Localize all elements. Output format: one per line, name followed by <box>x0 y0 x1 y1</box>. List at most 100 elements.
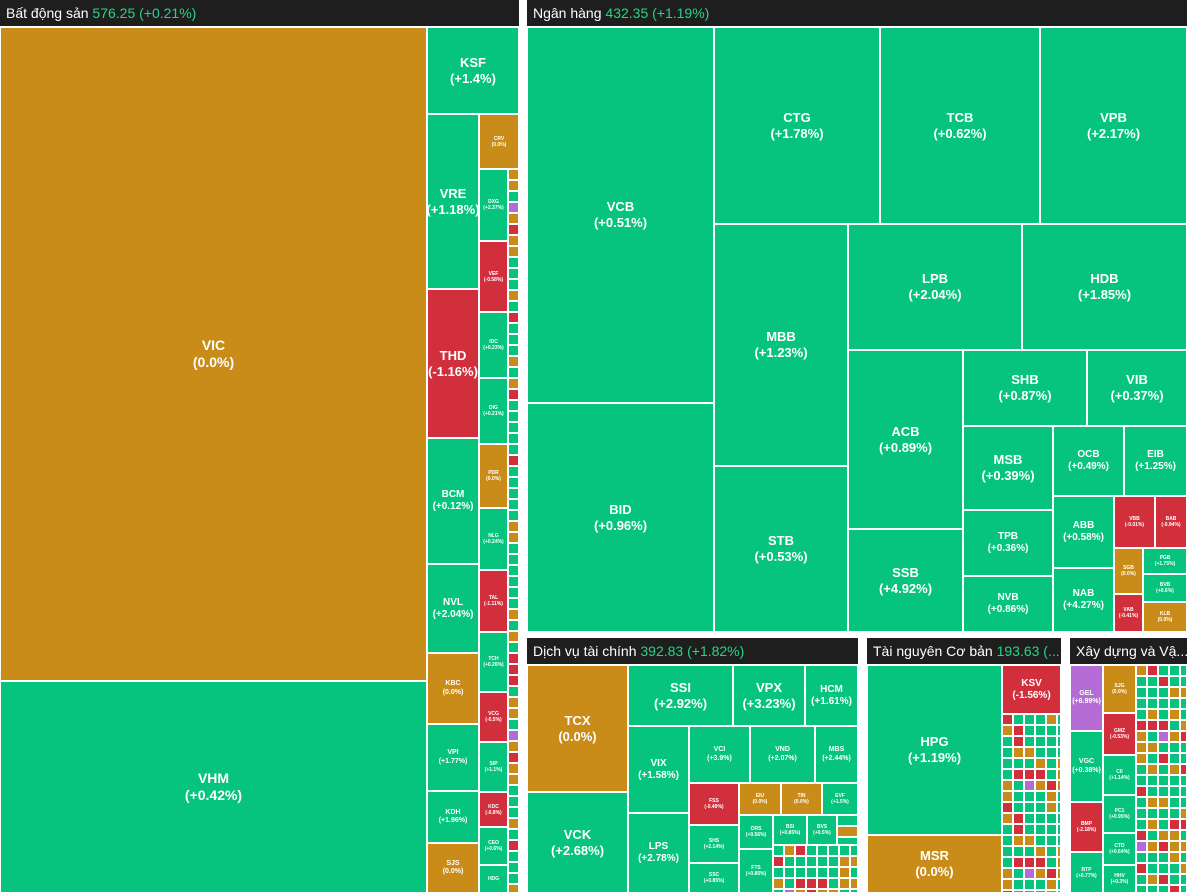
mini-stock-tile[interactable] <box>817 856 828 867</box>
mini-stock-tile[interactable] <box>773 856 784 867</box>
stock-tile-evf[interactable]: EVF (+1.5%) <box>822 783 858 815</box>
mini-stock-tile[interactable] <box>1035 835 1046 846</box>
stock-tile-vab[interactable]: VAB (-0.41%) <box>1114 594 1143 632</box>
mini-stock-tile[interactable] <box>1158 709 1169 720</box>
stock-tile-bmp[interactable]: BMP (-2.18%) <box>1070 802 1103 852</box>
mini-stock-tile[interactable] <box>1158 742 1169 753</box>
mini-stock-tile[interactable] <box>1158 786 1169 797</box>
mini-stock-tile[interactable] <box>1158 819 1169 830</box>
mini-stock-tile[interactable] <box>1147 698 1158 709</box>
mini-stock-tile[interactable] <box>1169 731 1180 742</box>
stock-tile-nvl[interactable]: NVL (+2.04%) <box>427 564 479 653</box>
stock-tile-idc[interactable]: IDC (+0.23%) <box>479 312 508 378</box>
sector-header[interactable]: Tài nguyên Cơ bản 193.63 (... <box>867 638 1061 664</box>
mini-stock-tile[interactable] <box>1013 725 1024 736</box>
mini-stock-tile[interactable] <box>1180 819 1187 830</box>
mini-stock-tile[interactable] <box>1002 802 1013 813</box>
mini-stock-tile[interactable] <box>1180 786 1187 797</box>
mini-stock-tile[interactable] <box>508 257 519 268</box>
mini-stock-tile[interactable] <box>1158 841 1169 852</box>
stock-tile-vre[interactable]: VRE (+1.18%) <box>427 114 479 289</box>
mini-stock-tile[interactable] <box>1035 769 1046 780</box>
mini-stock-tile[interactable] <box>1180 808 1187 819</box>
stock-tile-fss[interactable]: FSS (-0.49%) <box>689 783 739 825</box>
mini-stock-tile[interactable] <box>1147 742 1158 753</box>
mini-stock-tile[interactable] <box>1180 742 1187 753</box>
mini-stock-tile[interactable] <box>1158 808 1169 819</box>
mini-stock-tile[interactable] <box>1169 698 1180 709</box>
stock-tile-ctg[interactable]: CTG (+1.78%) <box>714 27 880 224</box>
mini-stock-tile[interactable] <box>839 889 850 893</box>
mini-stock-tile[interactable] <box>795 889 806 893</box>
mini-stock-tile[interactable] <box>1046 747 1057 758</box>
mini-stock-tile[interactable] <box>1136 775 1147 786</box>
mini-stock-tile[interactable] <box>1024 868 1035 879</box>
mini-stock-tile[interactable] <box>795 845 806 856</box>
mini-stock-tile[interactable] <box>508 224 519 235</box>
mini-stock-tile[interactable] <box>1136 874 1147 885</box>
mini-stock-tile[interactable] <box>1002 857 1013 868</box>
mini-stock-tile[interactable] <box>1057 758 1061 769</box>
mini-stock-tile[interactable] <box>1057 736 1061 747</box>
mini-stock-tile[interactable] <box>1169 665 1180 676</box>
mini-stock-tile[interactable] <box>508 356 519 367</box>
stock-tile-hdb[interactable]: HDB (+1.85%) <box>1022 224 1187 350</box>
mini-stock-tile[interactable] <box>1136 764 1147 775</box>
mini-stock-tile[interactable] <box>1169 764 1180 775</box>
mini-stock-tile[interactable] <box>784 856 795 867</box>
mini-stock-tile[interactable] <box>508 499 519 510</box>
mini-stock-tile[interactable] <box>1147 808 1158 819</box>
stock-tile-vic[interactable]: VIC (0.0%) <box>0 27 427 681</box>
mini-stock-tile[interactable] <box>850 845 858 856</box>
stock-tile-lps[interactable]: LPS (+2.78%) <box>628 813 689 893</box>
mini-stock-tile[interactable] <box>1147 731 1158 742</box>
mini-stock-tile[interactable] <box>508 840 519 851</box>
mini-stock-tile[interactable] <box>850 856 858 867</box>
mini-stock-tile[interactable] <box>1180 830 1187 841</box>
mini-stock-tile[interactable] <box>784 889 795 893</box>
mini-stock-tile[interactable] <box>508 730 519 741</box>
mini-stock-tile[interactable] <box>1024 857 1035 868</box>
mini-stock-tile[interactable] <box>817 878 828 889</box>
mini-stock-tile[interactable] <box>1046 857 1057 868</box>
mini-stock-tile[interactable] <box>508 268 519 279</box>
mini-stock-tile[interactable] <box>1013 802 1024 813</box>
mini-stock-tile[interactable] <box>1180 852 1187 863</box>
mini-stock-tile[interactable] <box>1158 852 1169 863</box>
mini-stock-tile[interactable] <box>784 867 795 878</box>
stock-tile-ksv[interactable]: KSV (-1.56%) <box>1002 665 1061 714</box>
mini-stock-tile[interactable] <box>806 878 817 889</box>
mini-stock-tile[interactable] <box>1046 802 1057 813</box>
mini-stock-tile[interactable] <box>1057 868 1061 879</box>
stock-tile-nab[interactable]: NAB (+4.27%) <box>1053 568 1114 632</box>
mini-stock-tile[interactable] <box>828 889 839 893</box>
mini-stock-tile[interactable] <box>1147 775 1158 786</box>
mini-stock-tile[interactable] <box>839 856 850 867</box>
mini-stock-tile[interactable] <box>508 521 519 532</box>
stock-tile-sjg[interactable]: SJG (0.0%) <box>1103 665 1136 713</box>
stock-tile-dxg[interactable]: DXG (+2.37%) <box>479 169 508 241</box>
stock-tile-tcx[interactable]: TCX (0.0%) <box>527 665 628 792</box>
mini-stock-tile[interactable] <box>1180 731 1187 742</box>
stock-tile-ceo[interactable]: CEO (+0.6%) <box>479 827 508 865</box>
mini-stock-tile[interactable] <box>508 422 519 433</box>
mini-stock-tile[interactable] <box>828 878 839 889</box>
mini-stock-tile[interactable] <box>1136 687 1147 698</box>
mini-stock-tile[interactable] <box>1169 742 1180 753</box>
mini-stock-tile[interactable] <box>508 169 519 180</box>
mini-stock-tile[interactable] <box>1169 720 1180 731</box>
mini-stock-tile[interactable] <box>1002 835 1013 846</box>
stock-tile-kbc[interactable]: KBC (0.0%) <box>427 653 479 724</box>
stock-tile-tch[interactable]: TCH (+0.26%) <box>479 632 508 692</box>
stock-tile-pgb[interactable]: PGB (+1.75%) <box>1143 548 1187 574</box>
mini-stock-tile[interactable] <box>1013 824 1024 835</box>
mini-stock-tile[interactable] <box>1035 725 1046 736</box>
mini-stock-tile[interactable] <box>1136 797 1147 808</box>
stock-tile-shb[interactable]: SHB (+0.87%) <box>963 350 1087 426</box>
mini-stock-tile[interactable] <box>508 246 519 257</box>
mini-stock-tile[interactable] <box>1169 874 1180 885</box>
mini-stock-tile[interactable] <box>1136 676 1147 687</box>
mini-stock-tile[interactable] <box>1136 665 1147 676</box>
mini-stock-tile[interactable] <box>1024 835 1035 846</box>
mini-stock-tile[interactable] <box>1147 786 1158 797</box>
